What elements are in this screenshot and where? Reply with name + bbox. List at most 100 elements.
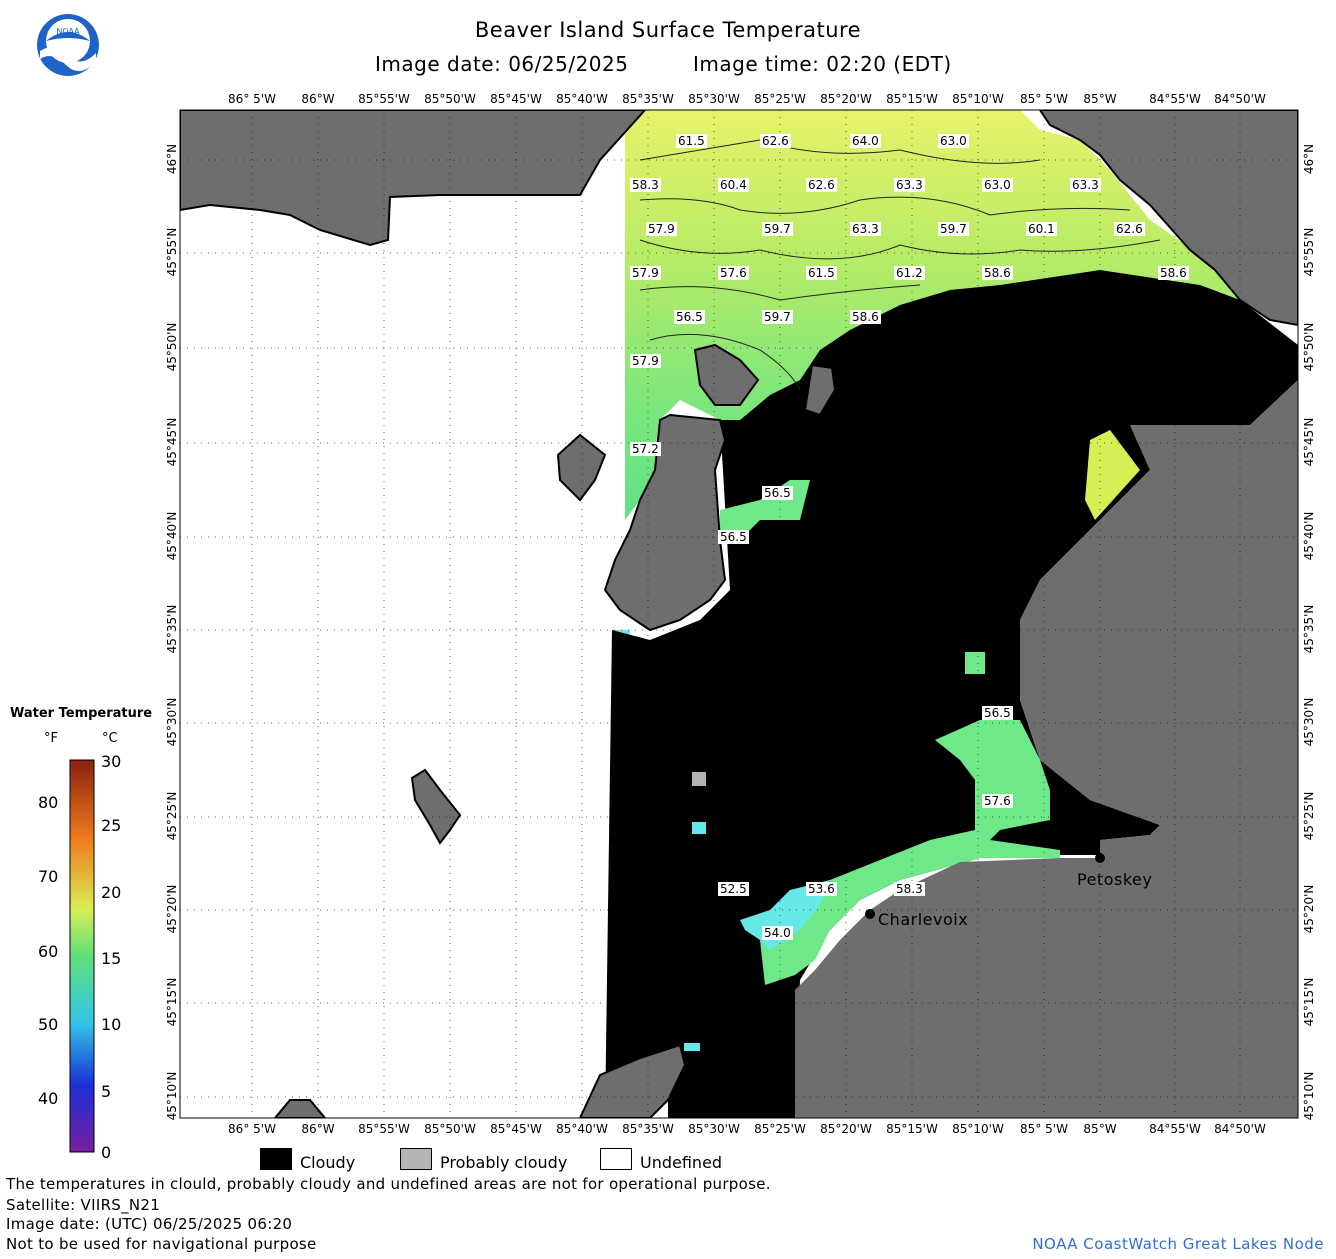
lat-tick-label: 45°55'N [165, 227, 179, 277]
land-area [803, 363, 837, 417]
unit-fahrenheit: °F [44, 731, 58, 746]
sst-value-label: 57.9 [646, 222, 677, 236]
color-scale-title: Water Temperature [10, 706, 153, 721]
sst-patch [760, 720, 1060, 985]
lat-tick-label: 45°20'N [1302, 884, 1316, 934]
lat-tick-label: 45°50'N [1302, 322, 1316, 372]
lon-tick-label: 85°20'W [820, 92, 872, 106]
sst-value-label: 57.6 [718, 266, 749, 280]
lon-tick-label: 86° 5'W [228, 92, 276, 106]
probably-cloudy-patch [692, 772, 706, 786]
scale-tick-f: 60 [38, 942, 59, 961]
lon-tick-label: 85° 5'W [1020, 1122, 1068, 1136]
sst-value-label: 62.6 [760, 134, 791, 148]
footer-navigation-note: Not to be used for navigational purpose [6, 1235, 317, 1253]
page-title: Beaver Island Surface Temperature [474, 18, 862, 42]
city-label-petoskey: Petoskey [1077, 870, 1153, 889]
lon-tick-label: 85°10'W [952, 1122, 1004, 1136]
lat-tick-label: 45°40'N [1302, 511, 1316, 561]
svg-text:NOAA: NOAA [56, 27, 80, 36]
lon-tick-label: 85°55'W [358, 1122, 410, 1136]
lon-tick-label: 86°W [301, 92, 335, 106]
footer-satellite: Satellite: VIIRS_N21 [6, 1196, 161, 1214]
scale-tick-f: 80 [38, 793, 59, 812]
land-area [1038, 110, 1298, 327]
sst-warm-region [625, 110, 1240, 520]
lat-tick-label: 45°10'N [1302, 1071, 1316, 1121]
lat-tick-label: 45°35'N [165, 604, 179, 654]
map-grid [180, 110, 1298, 1118]
lon-tick-label: 85°50'W [424, 92, 476, 106]
lat-tick-label: 45°40'N [165, 511, 179, 561]
sst-value-label: 59.7 [762, 222, 793, 236]
scale-tick-c: 0 [101, 1143, 112, 1162]
sst-value-label: 63.3 [1070, 178, 1101, 192]
legend-probably-cloudy-label: Probably cloudy [440, 1153, 568, 1172]
lon-tick-label: 85°20'W [820, 1122, 872, 1136]
lon-tick-label: 85°35'W [622, 1122, 674, 1136]
lon-tick-label: 85°45'W [490, 92, 542, 106]
lon-tick-label: 85°55'W [358, 92, 410, 106]
lat-tick-label: 45°30'N [1302, 697, 1316, 747]
lat-tick-label: 46°N [1302, 143, 1316, 175]
sst-value-label: 61.5 [806, 266, 837, 280]
sst-value-label: 63.0 [938, 134, 969, 148]
sst-value-label: 56.5 [674, 310, 705, 324]
credit-link[interactable]: NOAA CoastWatch Great Lakes Node [1032, 1235, 1324, 1253]
sst-value-label: 61.2 [894, 266, 925, 280]
lon-tick-label: 85°30'W [688, 1122, 740, 1136]
lon-tick-label: 85°W [1083, 1122, 1117, 1136]
scale-tick-f: 40 [38, 1089, 59, 1108]
lat-tick-label: 45°50'N [165, 322, 179, 372]
lon-tick-label: 84°50'W [1214, 1122, 1266, 1136]
land-area [795, 380, 1298, 1118]
lat-tick-label: 45°45'N [165, 417, 179, 467]
sst-value-label: 57.2 [630, 442, 661, 456]
sst-value-label: 61.5 [676, 134, 707, 148]
scale-tick-c: 10 [101, 1015, 122, 1034]
legend-cloudy-swatch [260, 1148, 292, 1170]
lon-tick-label: 85°35'W [622, 92, 674, 106]
sst-value-label: 58.6 [982, 266, 1013, 280]
scale-tick-c: 15 [101, 949, 122, 968]
scale-tick-c: 25 [101, 816, 122, 835]
lon-tick-label: 84°50'W [1214, 92, 1266, 106]
lon-tick-label: 85°45'W [490, 1122, 542, 1136]
sst-value-label: 58.3 [894, 882, 925, 896]
lon-tick-label: 85°25'W [754, 92, 806, 106]
unit-celsius: °C [102, 731, 118, 746]
sst-value-label: 53.6 [806, 882, 837, 896]
sst-value-label: 60.4 [718, 178, 749, 192]
lon-tick-label: 84°55'W [1149, 92, 1201, 106]
lon-tick-label: 85°30'W [688, 92, 740, 106]
city-marker-petoskey [1095, 853, 1105, 863]
land-area [273, 1099, 327, 1118]
scale-tick-c: 20 [101, 883, 122, 902]
sst-patch [965, 652, 985, 674]
lat-tick-label: 45°15'N [165, 977, 179, 1027]
sst-value-label: 57.9 [630, 266, 661, 280]
legend-undefined-swatch [600, 1148, 632, 1170]
sst-value-label: 63.3 [850, 222, 881, 236]
legend-cloudy-label: Cloudy [300, 1153, 356, 1172]
sst-value-label: 64.0 [850, 134, 881, 148]
sst-value-label: 57.6 [982, 794, 1013, 808]
lon-tick-label: 84°55'W [1149, 1122, 1201, 1136]
sst-value-label: 63.3 [894, 178, 925, 192]
lon-tick-label: 85°40'W [556, 1122, 608, 1136]
city-label-charlevoix: Charlevoix [878, 910, 969, 929]
sst-value-label: 58.6 [850, 310, 881, 324]
sst-value-label: 59.7 [762, 310, 793, 324]
sst-value-label: 62.6 [1114, 222, 1145, 236]
sst-value-label: 60.1 [1026, 222, 1057, 236]
noaa-logo-icon: NOAA [37, 14, 99, 76]
sst-value-label: 54.0 [762, 926, 793, 940]
color-scale-bar [69, 759, 95, 1153]
image-time: Image time: 02:20 (EDT) [693, 52, 952, 76]
sst-value-label: 59.7 [938, 222, 969, 236]
lat-tick-label: 45°25'N [165, 791, 179, 841]
sst-value-label: 52.5 [718, 882, 749, 896]
sst-value-label: 56.5 [982, 706, 1013, 720]
scale-tick-f: 50 [38, 1015, 59, 1034]
